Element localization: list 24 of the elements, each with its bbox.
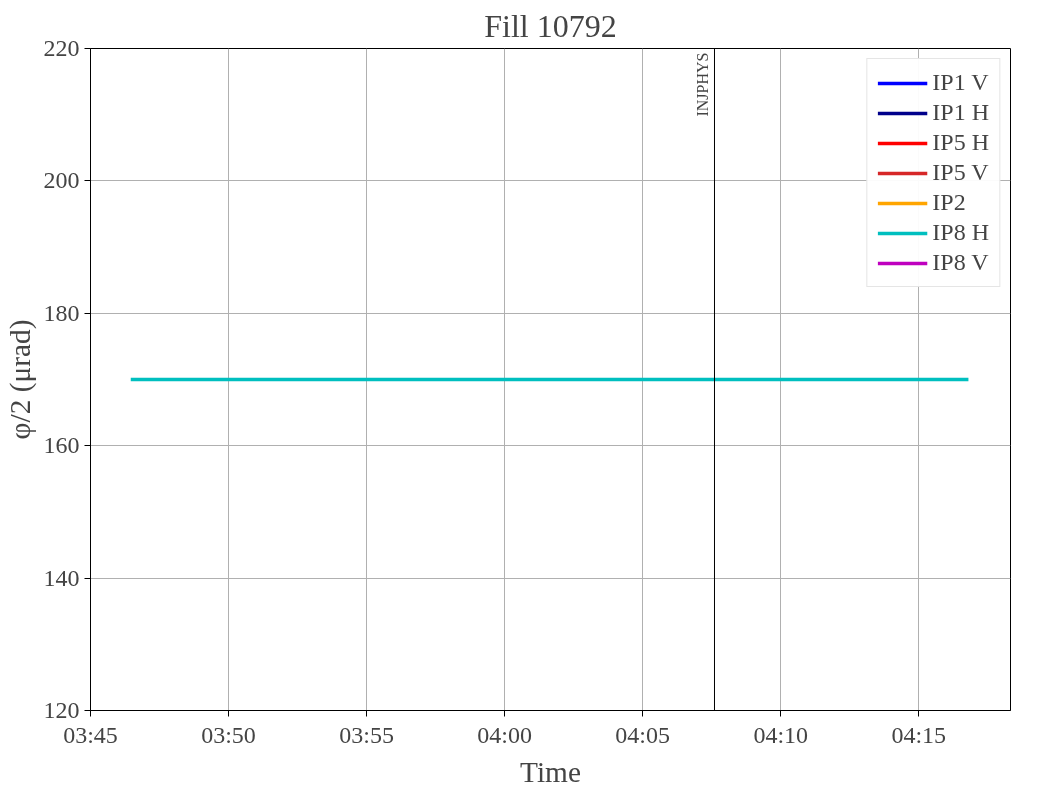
legend-label: IP1 H [932, 99, 989, 126]
y-tick-label: 120 [43, 697, 80, 723]
y-tick-label: 220 [43, 35, 80, 61]
x-tick-label: 04:10 [753, 721, 809, 748]
x-tick-label: 04:05 [615, 721, 670, 748]
legend-label: IP5 H [932, 129, 989, 156]
y-tick-label: 200 [43, 167, 80, 194]
y-axis-title: φ/2 (μrad) [3, 319, 37, 440]
y-tick-label: 160 [43, 432, 80, 459]
x-tick-label: 03:50 [201, 721, 256, 748]
legend-label: IP1 V [932, 69, 989, 96]
x-tick-label: 03:55 [339, 721, 394, 748]
legend-label: IP8 H [932, 219, 989, 246]
x-tick-label: 04:15 [891, 721, 947, 748]
y-tick-label: 180 [43, 299, 80, 326]
legend-label: IP5 V [932, 159, 989, 186]
x-tick-label: 04:00 [477, 721, 532, 748]
legend-label: IP2 [932, 189, 966, 216]
ref-line-label: INJPHYS [694, 52, 712, 117]
chart-title: Fill 10792 [484, 7, 617, 44]
y-tick-label: 140 [43, 564, 80, 591]
x-axis-title: Time [520, 755, 581, 788]
legend-label: IP8 V [932, 249, 989, 276]
x-tick-label: 03:45 [63, 721, 118, 748]
